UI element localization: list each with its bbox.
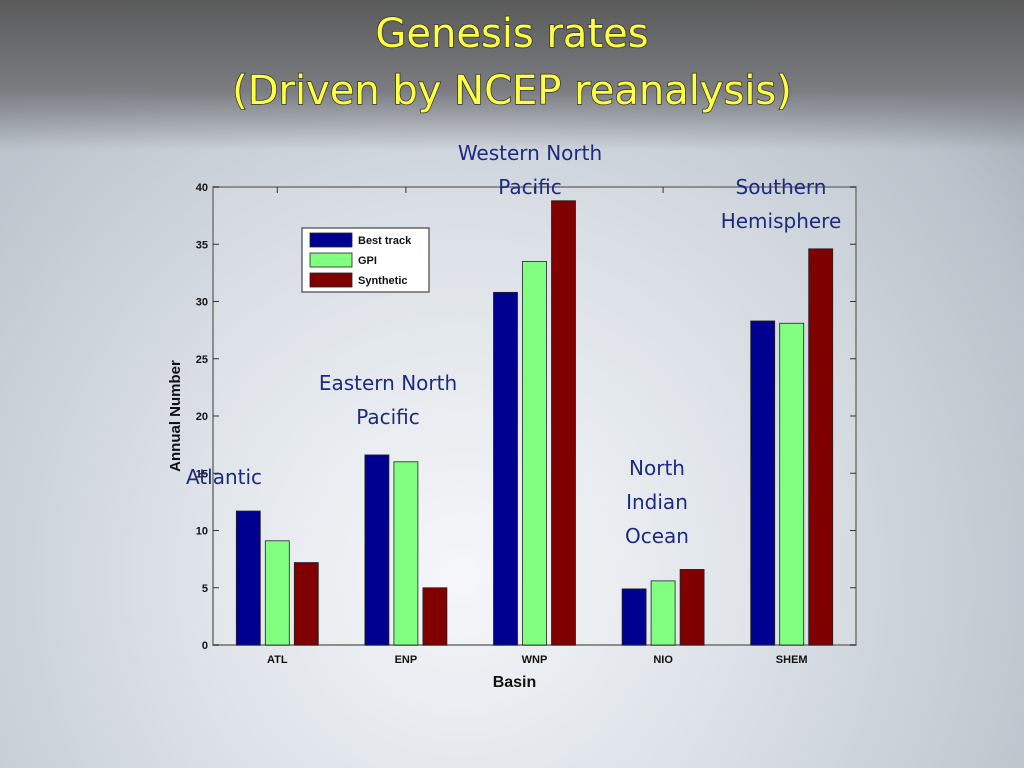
y-tick-label: 5 <box>202 583 208 595</box>
y-tick-label: 35 <box>196 239 208 251</box>
x-tick-label: ATL <box>267 654 288 666</box>
legend: Best track GPI Synthetic <box>301 227 430 293</box>
basin-annotation: Atlantic <box>186 465 262 489</box>
bar <box>364 454 390 646</box>
bar <box>650 580 676 646</box>
x-tick-label: NIO <box>653 654 673 666</box>
legend-label: Synthetic <box>358 275 408 287</box>
basin-annotation: Southern <box>736 175 827 199</box>
basin-annotation: Pacific <box>356 405 420 429</box>
x-axis-label: Basin <box>493 674 537 691</box>
slide-title: Genesis rates <box>375 11 648 57</box>
y-tick-label: 40 <box>196 182 208 194</box>
bar <box>393 461 419 646</box>
bar <box>493 291 518 646</box>
basin-annotation: North <box>629 456 685 480</box>
bar <box>522 261 547 646</box>
x-tick-label: SHEM <box>776 654 808 666</box>
bar <box>293 562 319 646</box>
y-tick-label: 15 <box>196 468 208 480</box>
bar <box>621 588 647 646</box>
bar <box>808 248 834 646</box>
basin-annotation: Ocean <box>625 524 689 548</box>
legend-label: GPI <box>358 255 377 267</box>
bar <box>779 322 805 646</box>
x-tick-label: WNP <box>522 654 548 666</box>
bar <box>422 587 448 646</box>
bar <box>264 540 290 646</box>
basin-annotation: Hemisphere <box>721 209 842 233</box>
y-tick-label: 20 <box>196 411 208 423</box>
basin-annotation: Indian <box>626 490 688 514</box>
bar <box>551 200 576 646</box>
x-tick-label: ENP <box>395 654 418 666</box>
bar <box>679 569 705 646</box>
y-tick-label: 30 <box>196 297 208 309</box>
y-axis-label: Annual Number <box>167 360 184 472</box>
legend-label: Best track <box>358 235 412 247</box>
basin-annotation: Pacific <box>498 175 562 199</box>
slide-title: (Driven by NCEP reanalysis) <box>232 68 792 114</box>
legend-swatch <box>309 252 353 268</box>
y-tick-label: 25 <box>196 354 208 366</box>
bar <box>750 320 776 646</box>
legend-swatch <box>309 272 353 288</box>
basin-annotation: Eastern North <box>319 371 457 395</box>
bar <box>235 510 261 646</box>
y-tick-label: 0 <box>202 640 208 652</box>
y-tick-label: 10 <box>196 526 208 538</box>
background <box>0 0 1024 150</box>
basin-annotation: Western North <box>458 141 602 165</box>
legend-swatch <box>309 232 353 248</box>
